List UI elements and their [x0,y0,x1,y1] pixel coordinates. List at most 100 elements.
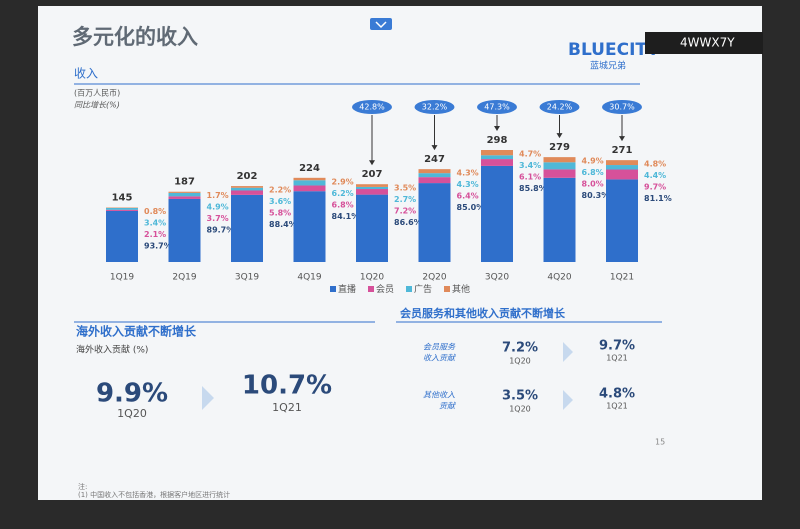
value-label: 3.4% [144,219,166,228]
value-label: 4.3% [457,180,479,189]
growth-label: 32.2% [422,103,448,112]
row-label: 会员服务 [423,343,456,352]
bar-segment [294,180,326,185]
bar-segment [169,192,201,193]
value-label: 5.8% [269,209,291,218]
growth-title: 同比增长(%) [74,101,120,110]
big-stat: 9.9% [96,379,168,409]
x-tick-label: 4Q20 [547,273,572,283]
bar-segment [231,188,263,191]
bar-segment [231,186,263,188]
legend-swatch [330,286,336,292]
bar-segment [606,160,638,165]
value-label: 85.0% [457,203,485,212]
value-label: 3.6% [269,197,291,206]
row-stat: 9.7% [599,339,635,354]
chart-subtitle: (百万人民币) [74,89,120,98]
value-label: 2.1% [144,230,166,239]
section-label: 海外收入贡献 (%) [76,344,148,356]
bar-segment [481,166,513,262]
value-label: 86.6% [394,218,422,227]
bar-segment [481,159,513,166]
page-number: 15 [655,438,665,447]
slide [38,6,762,500]
row-period: 1Q20 [509,405,531,414]
row-period: 1Q20 [509,357,531,366]
bar-segment [481,155,513,159]
legend-swatch [406,286,412,292]
legend-label: 会员 [376,283,394,295]
bar-segment [231,190,263,194]
x-tick-label: 3Q19 [235,273,260,283]
stat-period: 1Q21 [272,401,302,414]
bar-segment [169,193,201,196]
footnote: (1) 中国收入不包括香港，根据客户地区进行统计 [78,490,230,499]
bar-segment [606,170,638,180]
value-label: 1.7% [207,191,229,200]
value-label: 2.9% [332,177,354,186]
bar-segment [294,191,326,262]
value-label: 81.1% [644,194,672,203]
value-label: 3.4% [519,161,541,170]
legend-label: 其他 [452,283,470,295]
value-label: 3.7% [207,214,229,223]
value-label: 6.4% [457,192,479,201]
bar-segment [356,195,388,262]
value-label: 80.3% [582,191,610,200]
value-label: 2.7% [394,195,416,204]
footnote-heading: 注: [78,482,87,491]
value-label: 4.9% [207,203,229,212]
value-label: 3.5% [394,184,416,193]
share-code: 4WWX7Y [680,36,735,50]
x-tick-label: 2Q20 [422,273,447,283]
x-tick-label: 1Q21 [610,273,634,283]
bar-segment [294,178,326,180]
row-stat: 7.2% [502,341,538,356]
bar-segment [606,165,638,169]
stat-period: 1Q20 [117,407,147,420]
bar-segment [106,211,138,262]
x-tick-label: 2Q19 [172,273,197,283]
value-label: 0.8% [144,207,166,216]
dropdown-button[interactable] [370,18,392,30]
section-title: 海外收入贡献不断增长 [76,324,197,339]
row-label: 收入贡献 [423,354,456,363]
bar-segment [419,177,451,183]
bar-segment [169,196,201,199]
chart-title: 收入 [74,67,98,81]
legend-label: 广告 [414,283,432,295]
value-label: 4.7% [519,150,541,159]
legend-label: 直播 [338,283,356,295]
x-tick-label: 4Q19 [297,273,322,283]
bar-segment [169,199,201,262]
bar-segment [106,208,138,210]
value-label: 8.0% [582,180,604,189]
growth-label: 47.3% [484,103,510,112]
total-label: 279 [549,142,570,153]
value-label: 88.4% [269,220,297,229]
bar-segment [356,189,388,195]
total-label: 187 [174,177,195,188]
section-title: 会员服务和其他收入贡献不断增长 [400,306,566,320]
value-label: 6.1% [519,173,541,182]
bar-segment [294,185,326,191]
x-tick-label: 3Q20 [485,273,510,283]
row-label: 贡献 [439,402,456,411]
total-label: 207 [362,169,383,180]
value-label: 84.1% [332,212,360,221]
row-period: 1Q21 [606,354,628,363]
bar-segment [606,179,638,262]
x-tick-label: 1Q19 [110,273,135,283]
row-label: 其他收入 [423,391,455,400]
bar-segment [544,178,576,262]
bar-segment [356,184,388,187]
x-tick-label: 1Q20 [360,273,385,283]
value-label: 6.2% [332,189,354,198]
bar-segment [419,169,451,173]
value-label: 9.7% [644,183,666,192]
bar-segment [106,210,138,211]
growth-label: 30.7% [609,103,635,112]
legend-swatch [368,286,374,292]
value-label: 4.9% [582,157,604,166]
